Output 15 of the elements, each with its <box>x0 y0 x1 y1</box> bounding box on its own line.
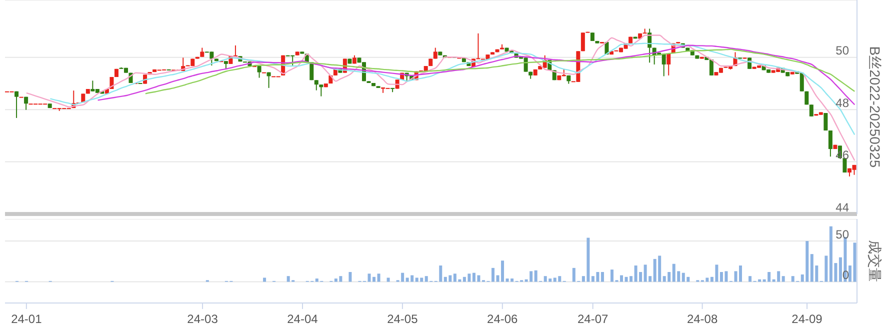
x-tick-label: 24-09 <box>792 312 823 326</box>
x-tick-label: 24-01 <box>11 312 42 326</box>
y-tick-label: 48 <box>836 96 850 110</box>
y-tick-label: 50 <box>836 227 850 242</box>
y-tick-label: 44 <box>836 200 850 214</box>
x-tick-label: 24-04 <box>287 312 318 326</box>
y-axis-title: 成交量 <box>867 240 883 282</box>
x-tick-label: 24-07 <box>577 312 608 326</box>
x-tick-label: 24-05 <box>387 312 418 326</box>
x-tick-label: 24-03 <box>187 312 218 326</box>
y-tick-label: 50 <box>836 44 850 58</box>
y-axis-title: B丝2022-20250325 <box>867 46 883 168</box>
x-tick-label: 24-08 <box>686 312 718 326</box>
y-tick-label: 0 <box>842 268 850 282</box>
x-tick-label: 24-06 <box>487 312 518 326</box>
